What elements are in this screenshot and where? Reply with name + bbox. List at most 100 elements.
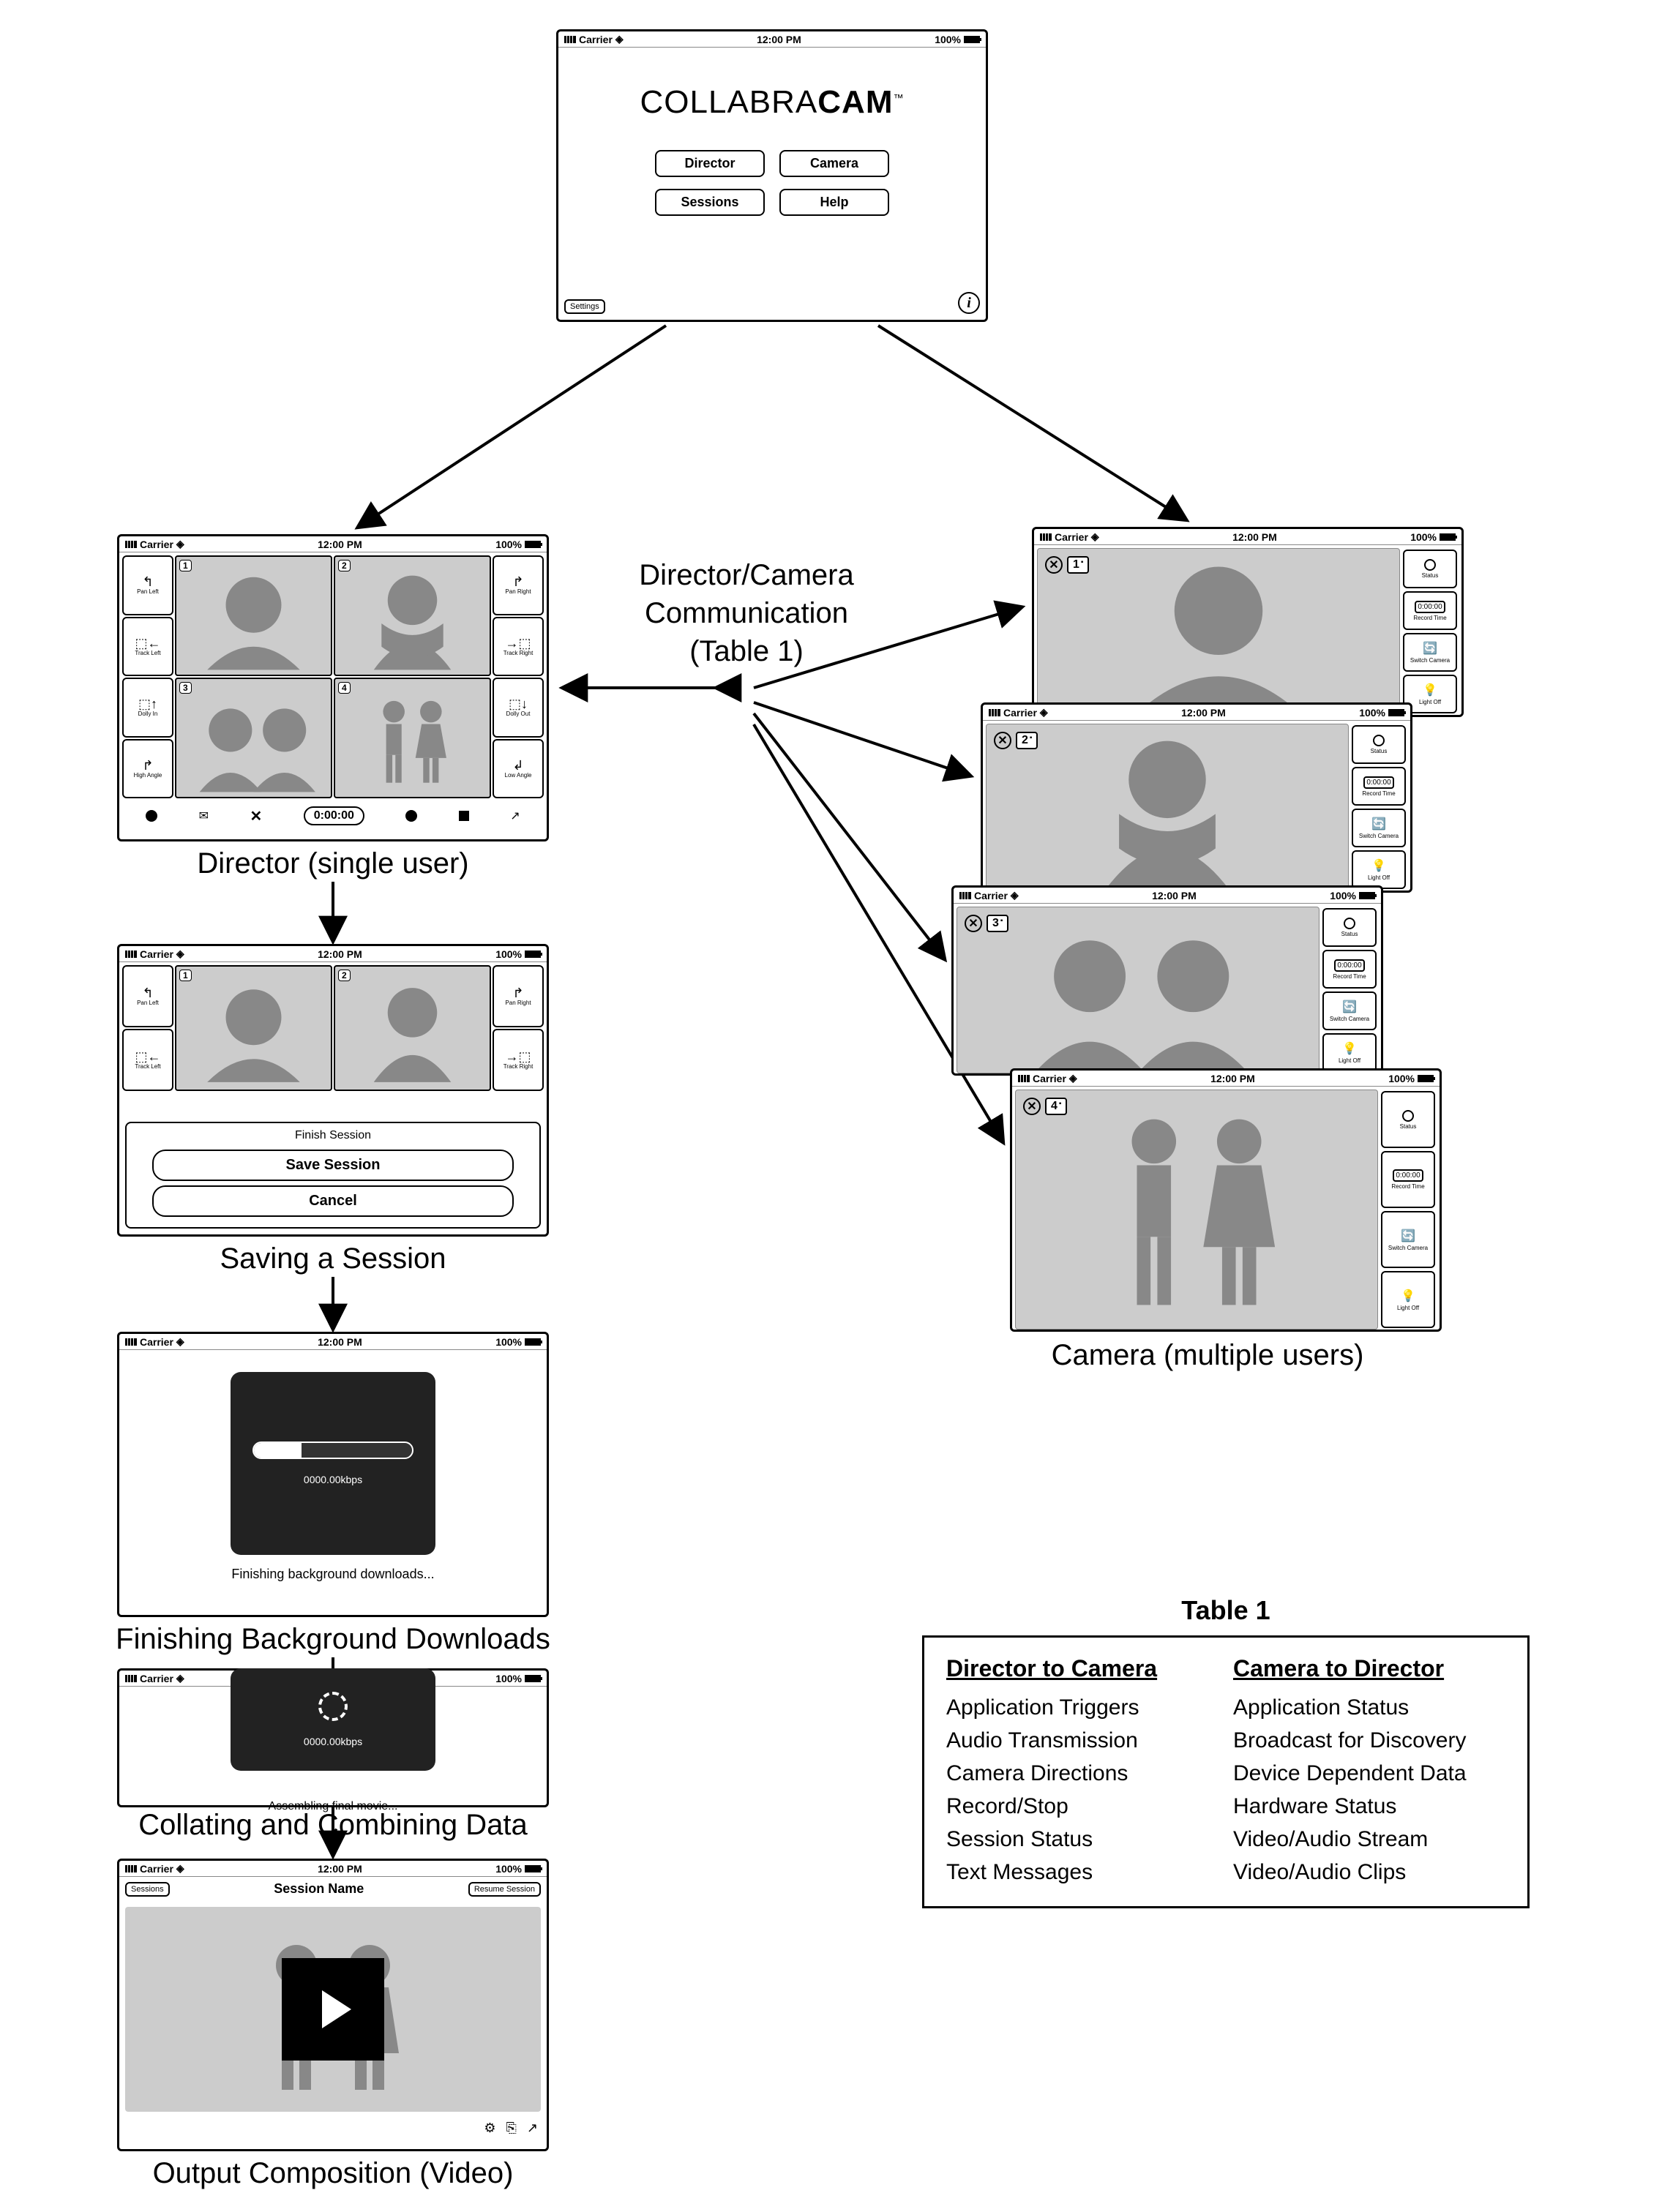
status-bar: Carrier ◈ 12:00 PM 100% <box>1012 1071 1440 1087</box>
record-time-control[interactable]: 0:00:00Record Time <box>1352 767 1406 806</box>
table-item: Application Status <box>1233 1691 1505 1724</box>
status-control[interactable]: Status <box>1403 550 1457 588</box>
track-left-button[interactable]: ⬚←Track Left <box>122 617 173 677</box>
pan-right-button[interactable]: ↱Pan Right <box>493 965 544 1027</box>
camera-tile-2[interactable]: 2 <box>334 965 491 1091</box>
pan-right-button[interactable]: ↱Pan Right <box>493 555 544 615</box>
status-bar: Carrier ◈ 12:00 PM 100% <box>983 705 1410 721</box>
status-control[interactable]: Status <box>1322 908 1377 947</box>
panel-title: Finish Session <box>132 1129 534 1142</box>
status-indicator-icon <box>1373 735 1385 746</box>
cancel-button[interactable]: Cancel <box>152 1185 513 1217</box>
progress-dialog: 0000.00kbps <box>231 1372 435 1555</box>
low-angle-button[interactable]: ↲Low Angle <box>493 739 544 799</box>
track-right-button[interactable]: →⬚Track Right <box>493 1029 544 1091</box>
close-icon[interactable]: ✕ <box>1023 1098 1041 1115</box>
camera-screen-1: Carrier ◈ 12:00 PM 100% ✕ 1▪ Status 0:00… <box>1032 527 1464 717</box>
switch-camera-control[interactable]: 🔄Switch Camera <box>1403 633 1457 672</box>
sessions-button[interactable]: Sessions <box>655 189 765 216</box>
table-item: Video/Audio Clips <box>1233 1856 1505 1889</box>
table-col2-header: Camera to Director <box>1233 1655 1505 1682</box>
camera-caption: Camera (multiple users) <box>951 1339 1464 1372</box>
camera-tile-2[interactable]: 2 <box>334 555 491 676</box>
close-icon[interactable]: ✕ <box>965 915 982 932</box>
message-icon[interactable]: ✉ <box>199 809 209 823</box>
collate-status: Assembling final movie... <box>117 1800 549 1813</box>
camera-viewfinder: ✕ 4▪ <box>1015 1090 1378 1330</box>
camera-tile-3[interactable]: 3 <box>175 678 332 798</box>
status-indicator-icon <box>1402 1110 1414 1122</box>
save-caption: Saving a Session <box>117 1242 549 1275</box>
progress-status: Finishing background downloads... <box>119 1567 547 1582</box>
table-col1-header: Director to Camera <box>946 1655 1219 1682</box>
logo-tm: ™ <box>893 91 904 103</box>
camera-number-badge: 1▪ <box>1067 556 1089 574</box>
wifi-icon: ◈ <box>615 33 624 45</box>
table-item: Device Dependent Data <box>1233 1757 1505 1790</box>
sessions-button[interactable]: Sessions <box>125 1882 170 1897</box>
table-item: Session Status <box>946 1823 1219 1856</box>
record-icon-2[interactable] <box>405 810 417 822</box>
light-control[interactable]: 💡Light Off <box>1381 1271 1435 1328</box>
light-control[interactable]: 💡Light Off <box>1352 850 1406 889</box>
close-icon[interactable]: ✕ <box>994 732 1011 749</box>
director-button[interactable]: Director <box>655 150 765 177</box>
close-icon[interactable]: ✕ <box>250 807 263 825</box>
save-session-button[interactable]: Save Session <box>152 1150 513 1181</box>
output-caption: Output Composition (Video) <box>117 2157 549 2190</box>
camera-screen-4: Carrier ◈ 12:00 PM 100% ✕ 4▪ Status 0:00… <box>1010 1068 1442 1332</box>
table-item: Application Triggers <box>946 1691 1219 1724</box>
camera-tile-1[interactable]: 1 <box>175 965 332 1091</box>
help-button[interactable]: Help <box>779 189 889 216</box>
camera-tile-1[interactable]: 1 <box>175 555 332 676</box>
track-left-button[interactable]: ⬚←Track Left <box>122 1029 173 1091</box>
copy-icon[interactable]: ⎘ <box>506 2121 517 2136</box>
high-angle-button[interactable]: ↱High Angle <box>122 739 173 799</box>
switch-camera-control[interactable]: 🔄Switch Camera <box>1352 809 1406 847</box>
download-rate: 0000.00kbps <box>304 1474 362 1485</box>
status-bar: Carrier ◈ 12:00 PM 100% <box>119 946 547 962</box>
video-preview[interactable] <box>125 1907 541 2112</box>
camera-button[interactable]: Camera <box>779 150 889 177</box>
table-item: Video/Audio Stream <box>1233 1823 1505 1856</box>
status-bar: Carrier ◈ 12:00 PM 100% <box>954 888 1381 904</box>
share-icon[interactable]: ↗ <box>527 2121 538 2136</box>
camera-tile-4[interactable]: 4 <box>334 678 491 798</box>
stop-icon[interactable] <box>459 811 469 821</box>
dolly-in-button[interactable]: ⬚↑Dolly In <box>122 678 173 738</box>
downloads-screen: Carrier ◈ 12:00 PM 100% 0000.00kbps Fini… <box>117 1332 549 1617</box>
record-time-control[interactable]: 0:00:00Record Time <box>1381 1151 1435 1208</box>
table-item: Hardware Status <box>1233 1790 1505 1823</box>
resume-session-button[interactable]: Resume Session <box>468 1882 541 1897</box>
share-icon[interactable]: ↗ <box>510 809 520 823</box>
camera-screen-3: Carrier ◈ 12:00 PM 100% ✕ 3▪ Status 0:00… <box>951 885 1383 1076</box>
status-control[interactable]: Status <box>1352 725 1406 764</box>
info-icon[interactable]: i <box>958 292 980 314</box>
collate-overlay: 0000.00kbps Assembling final movie... <box>117 1661 549 1807</box>
status-indicator-icon <box>1424 559 1436 571</box>
spinner-dialog: 0000.00kbps <box>231 1668 435 1771</box>
status-control[interactable]: Status <box>1381 1091 1435 1148</box>
record-time-control[interactable]: 0:00:00Record Time <box>1322 950 1377 989</box>
switch-camera-control[interactable]: 🔄Switch Camera <box>1322 991 1377 1030</box>
close-icon[interactable]: ✕ <box>1045 556 1063 574</box>
switch-camera-control[interactable]: 🔄Switch Camera <box>1381 1211 1435 1268</box>
pan-left-button[interactable]: ↰Pan Left <box>122 555 173 615</box>
play-button[interactable] <box>282 1958 384 2061</box>
logo-thin: COLLABRA <box>640 84 818 120</box>
pan-left-button[interactable]: ↰Pan Left <box>122 965 173 1027</box>
light-control[interactable]: 💡Light Off <box>1322 1033 1377 1072</box>
track-right-button[interactable]: →⬚Track Right <box>493 617 544 677</box>
record-icon[interactable] <box>146 810 157 822</box>
battery-label: 100% <box>935 34 961 45</box>
table-item: Camera Directions <box>946 1757 1219 1790</box>
camera-screen-2: Carrier ◈ 12:00 PM 100% ✕ 2▪ Status 0:00… <box>981 702 1412 893</box>
gear-icon[interactable]: ⚙ <box>484 2121 495 2136</box>
record-time-control[interactable]: 0:00:00Record Time <box>1403 591 1457 630</box>
timer-display: 0:00:00 <box>304 806 364 825</box>
logo-bold: CAM <box>817 84 893 120</box>
table-title: Table 1 <box>922 1595 1530 1626</box>
collate-rate: 0000.00kbps <box>304 1736 362 1747</box>
dolly-out-button[interactable]: ⬚↓Dolly Out <box>493 678 544 738</box>
settings-button[interactable]: Settings <box>564 299 605 314</box>
